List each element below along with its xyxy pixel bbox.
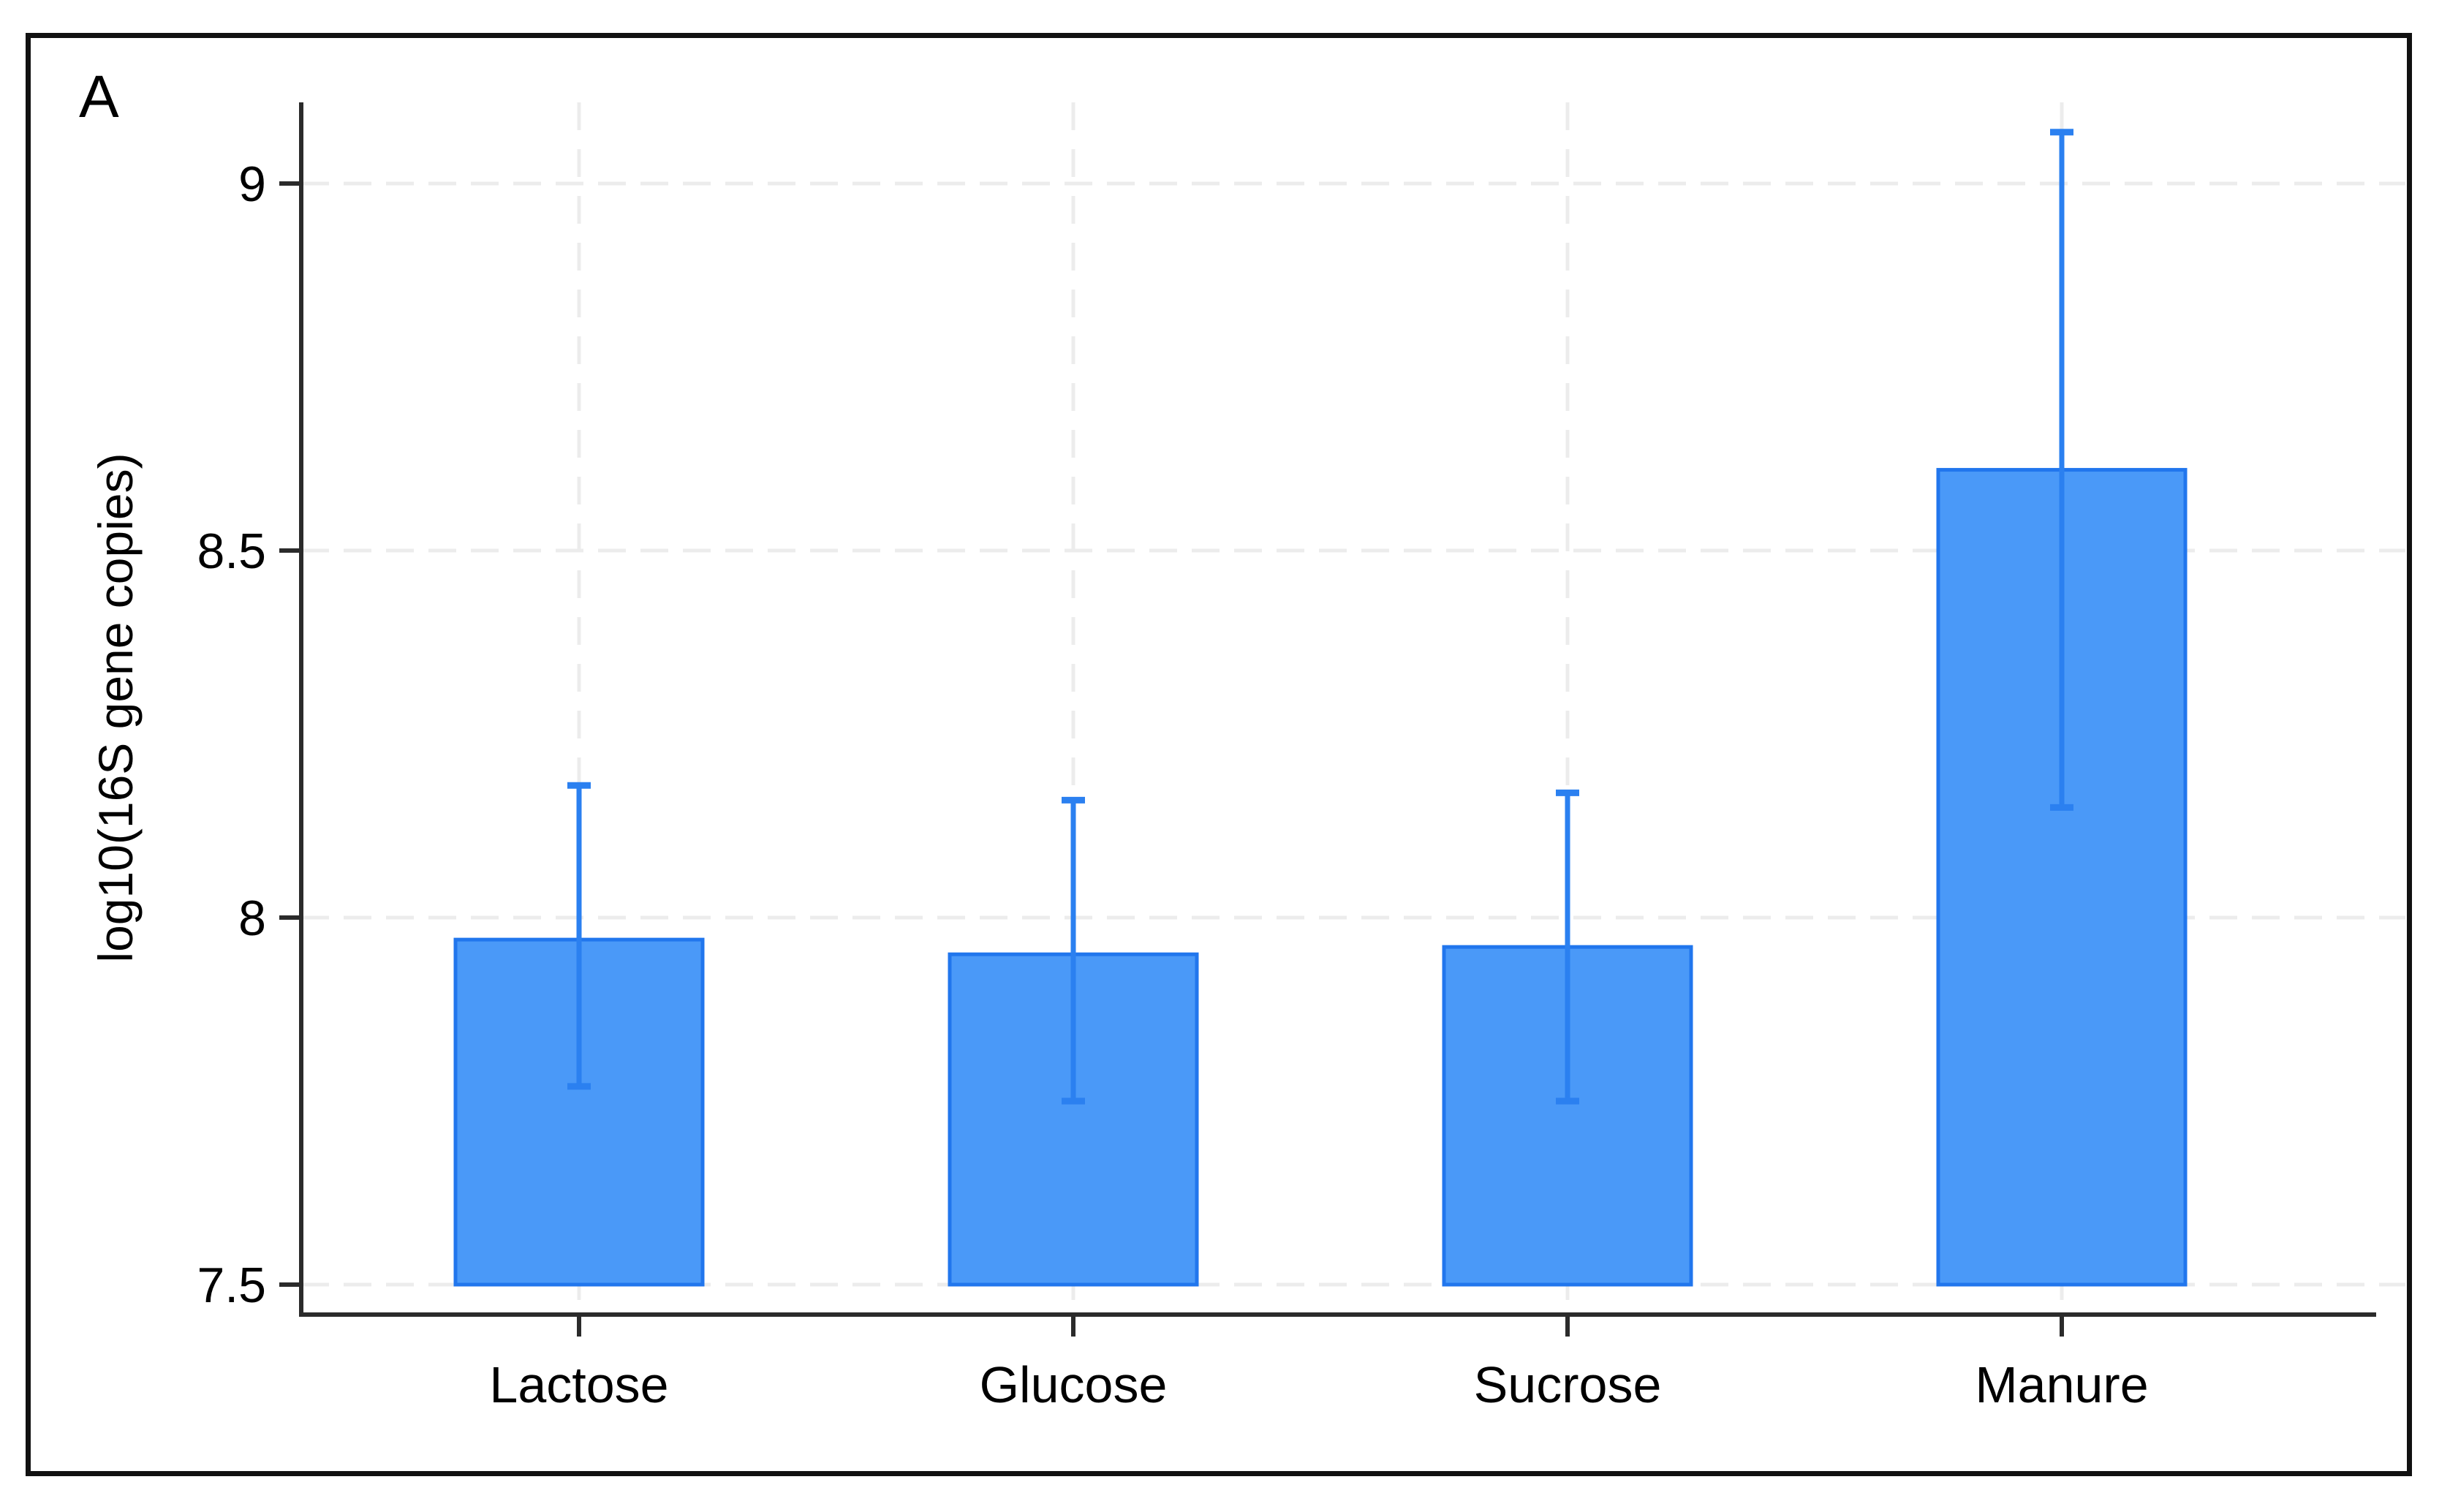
x-tick-label: Glucose — [980, 1356, 1168, 1413]
y-tick-label: 9 — [238, 156, 266, 212]
x-tick-label: Manure — [1975, 1356, 2148, 1413]
x-tick-label: Lactose — [489, 1356, 668, 1413]
y-tick-label: 7.5 — [197, 1258, 266, 1313]
x-tick-label: Sucrose — [1474, 1356, 1662, 1413]
panel-label: A — [79, 64, 119, 130]
y-tick-label: 8 — [238, 891, 266, 946]
y-tick-label: 8.5 — [197, 523, 266, 579]
